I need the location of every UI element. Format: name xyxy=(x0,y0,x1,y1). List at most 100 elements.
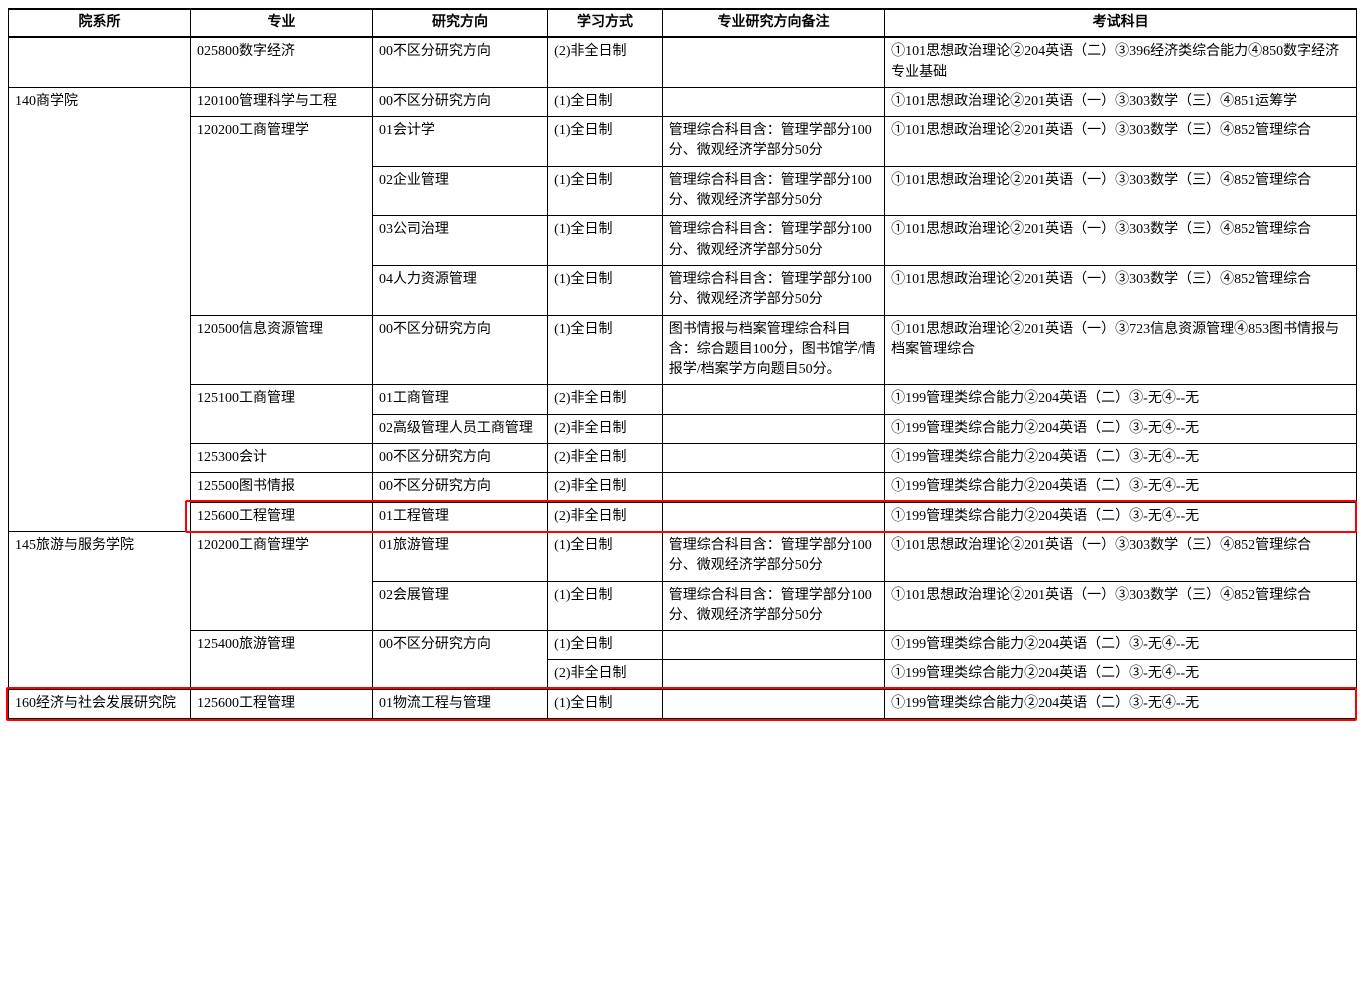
cell-mode: (1)全日制 xyxy=(548,315,663,385)
cell-mode: (2)非全日制 xyxy=(548,660,663,689)
table-body: 025800数字经济00不区分研究方向(2)非全日制①101思想政治理论②204… xyxy=(9,37,1357,718)
cell-major: 120200工商管理学 xyxy=(190,117,372,315)
cell-exam: ①199管理类综合能力②204英语（二）③-无④--无 xyxy=(885,414,1357,443)
cell-exam: ①199管理类综合能力②204英语（二）③-无④--无 xyxy=(885,385,1357,414)
cell-mode: (2)非全日制 xyxy=(548,473,663,502)
cell-mode: (2)非全日制 xyxy=(548,414,663,443)
cell-exam: ①101思想政治理论②201英语（一）③303数学（三）④852管理综合 xyxy=(885,117,1357,167)
cell-note xyxy=(662,87,884,116)
cell-mode: (2)非全日制 xyxy=(548,37,663,87)
cell-exam: ①199管理类综合能力②204英语（二）③-无④--无 xyxy=(885,444,1357,473)
cell-mode: (2)非全日制 xyxy=(548,444,663,473)
cell-exam: ①101思想政治理论②201英语（一）③303数学（三）④852管理综合 xyxy=(885,581,1357,631)
cell-direction: 01工程管理 xyxy=(372,502,547,531)
header-major: 专业 xyxy=(190,9,372,37)
cell-direction: 00不区分研究方向 xyxy=(372,473,547,502)
cell-note: 管理综合科目含：管理学部分100分、微观经济学部分50分 xyxy=(662,216,884,266)
cell-note: 管理综合科目含：管理学部分100分、微观经济学部分50分 xyxy=(662,531,884,581)
cell-note xyxy=(662,502,884,531)
cell-dept: 145旅游与服务学院 xyxy=(9,531,191,689)
cell-major: 125300会计 xyxy=(190,444,372,473)
cell-direction: 03公司治理 xyxy=(372,216,547,266)
table-row: 120200工商管理学01会计学(1)全日制管理综合科目含：管理学部分100分、… xyxy=(9,117,1357,167)
cell-direction: 02会展管理 xyxy=(372,581,547,631)
cell-exam: ①101思想政治理论②204英语（二）③396经济类综合能力④850数字经济专业… xyxy=(885,37,1357,87)
cell-note xyxy=(662,414,884,443)
cell-note xyxy=(662,37,884,87)
cell-major: 125400旅游管理 xyxy=(190,631,372,690)
cell-mode: (1)全日制 xyxy=(548,631,663,660)
table-row: 160经济与社会发展研究院125600工程管理01物流工程与管理(1)全日制①1… xyxy=(9,689,1357,718)
cell-note xyxy=(662,660,884,689)
header-row: 院系所 专业 研究方向 学习方式 专业研究方向备注 考试科目 xyxy=(9,9,1357,37)
cell-note xyxy=(662,689,884,718)
cell-major: 120200工商管理学 xyxy=(190,531,372,630)
programs-table: 院系所 专业 研究方向 学习方式 专业研究方向备注 考试科目 025800数字经… xyxy=(8,8,1357,719)
cell-note xyxy=(662,473,884,502)
table-row: 120500信息资源管理00不区分研究方向(1)全日制图书情报与档案管理综合科目… xyxy=(9,315,1357,385)
cell-direction: 01物流工程与管理 xyxy=(372,689,547,718)
cell-note xyxy=(662,631,884,660)
cell-dept: 140商学院 xyxy=(9,87,191,531)
cell-mode: (1)全日制 xyxy=(548,166,663,216)
cell-mode: (2)非全日制 xyxy=(548,385,663,414)
cell-note: 管理综合科目含：管理学部分100分、微观经济学部分50分 xyxy=(662,117,884,167)
cell-note: 管理综合科目含：管理学部分100分、微观经济学部分50分 xyxy=(662,265,884,315)
cell-mode: (1)全日制 xyxy=(548,265,663,315)
cell-direction: 00不区分研究方向 xyxy=(372,444,547,473)
cell-mode: (1)全日制 xyxy=(548,117,663,167)
cell-mode: (1)全日制 xyxy=(548,531,663,581)
cell-major: 125100工商管理 xyxy=(190,385,372,444)
cell-direction: 01会计学 xyxy=(372,117,547,167)
table-row: 125500图书情报00不区分研究方向(2)非全日制 ①199管理类综合能力②20… xyxy=(9,473,1357,502)
cell-note: 图书情报与档案管理综合科目含：综合题目100分，图书馆学/情报学/档案学方向题目… xyxy=(662,315,884,385)
cell-exam: ①101思想政治理论②201英语（一）③723信息资源管理④853图书情报与档案… xyxy=(885,315,1357,385)
table-row: 025800数字经济00不区分研究方向(2)非全日制 ①101思想政治理论②204… xyxy=(9,37,1357,87)
cell-exam: ①199管理类综合能力②204英语（二）③-无④--无 xyxy=(885,473,1357,502)
table-wrapper: 院系所 专业 研究方向 学习方式 专业研究方向备注 考试科目 025800数字经… xyxy=(8,8,1357,719)
cell-exam: ①199管理类综合能力②204英语（二）③-无④--无 xyxy=(885,631,1357,660)
cell-major: 125600工程管理 xyxy=(190,689,372,718)
cell-exam: ①101思想政治理论②201英语（一）③303数学（三）④852管理综合 xyxy=(885,265,1357,315)
cell-direction: 04人力资源管理 xyxy=(372,265,547,315)
cell-dept xyxy=(9,37,191,87)
cell-major: 120500信息资源管理 xyxy=(190,315,372,385)
cell-direction: 02高级管理人员工商管理 xyxy=(372,414,547,443)
cell-note xyxy=(662,385,884,414)
table-row: 140商学院120100管理科学与工程00不区分研究方向(1)全日制①101思想… xyxy=(9,87,1357,116)
cell-exam: ①101思想政治理论②201英语（一）③303数学（三）④851运筹学 xyxy=(885,87,1357,116)
cell-major: 125600工程管理 xyxy=(190,502,372,531)
cell-major: 025800数字经济 xyxy=(190,37,372,87)
header-direction: 研究方向 xyxy=(372,9,547,37)
cell-note: 管理综合科目含：管理学部分100分、微观经济学部分50分 xyxy=(662,166,884,216)
cell-direction: 00不区分研究方向 xyxy=(372,37,547,87)
header-mode: 学习方式 xyxy=(548,9,663,37)
table-row: 125400旅游管理00不区分研究方向(1)全日制①199管理类综合能力②204… xyxy=(9,631,1357,660)
cell-exam: ①101思想政治理论②201英语（一）③303数学（三）④852管理综合 xyxy=(885,216,1357,266)
cell-direction: 01旅游管理 xyxy=(372,531,547,581)
cell-mode: (1)全日制 xyxy=(548,689,663,718)
cell-exam: ①101思想政治理论②201英语（一）③303数学（三）④852管理综合 xyxy=(885,166,1357,216)
cell-major: 125500图书情报 xyxy=(190,473,372,502)
cell-direction: 00不区分研究方向 xyxy=(372,87,547,116)
table-row: 125300会计00不区分研究方向(2)非全日制 ①199管理类综合能力②204英… xyxy=(9,444,1357,473)
header-exam: 考试科目 xyxy=(885,9,1357,37)
cell-direction: 01工商管理 xyxy=(372,385,547,414)
table-row: 125100工商管理01工商管理(2)非全日制①199管理类综合能力②204英语… xyxy=(9,385,1357,414)
cell-mode: (1)全日制 xyxy=(548,581,663,631)
table-row: 125600工程管理01工程管理(2)非全日制 ①199管理类综合能力②204英语… xyxy=(9,502,1357,531)
cell-dept: 160经济与社会发展研究院 xyxy=(9,689,191,718)
cell-exam: ①199管理类综合能力②204英语（二）③-无④--无 xyxy=(885,502,1357,531)
cell-note xyxy=(662,444,884,473)
cell-mode: (1)全日制 xyxy=(548,87,663,116)
cell-exam: ①101思想政治理论②201英语（一）③303数学（三）④852管理综合 xyxy=(885,531,1357,581)
cell-direction: 00不区分研究方向 xyxy=(372,315,547,385)
cell-direction: 00不区分研究方向 xyxy=(372,631,547,690)
header-note: 专业研究方向备注 xyxy=(662,9,884,37)
cell-major: 120100管理科学与工程 xyxy=(190,87,372,116)
table-row: 145旅游与服务学院120200工商管理学01旅游管理(1)全日制管理综合科目含… xyxy=(9,531,1357,581)
cell-exam: ①199管理类综合能力②204英语（二）③-无④--无 xyxy=(885,660,1357,689)
cell-mode: (1)全日制 xyxy=(548,216,663,266)
cell-note: 管理综合科目含：管理学部分100分、微观经济学部分50分 xyxy=(662,581,884,631)
cell-mode: (2)非全日制 xyxy=(548,502,663,531)
